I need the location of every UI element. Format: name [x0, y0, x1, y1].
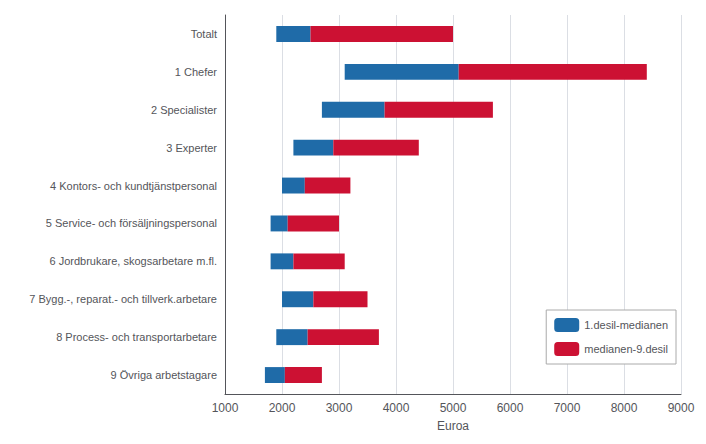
- svg-text:5000: 5000: [440, 401, 467, 415]
- svg-text:1000: 1000: [212, 401, 239, 415]
- svg-text:Euroa: Euroa: [437, 419, 469, 433]
- svg-text:1.desil-medianen: 1.desil-medianen: [584, 319, 668, 331]
- svg-text:4000: 4000: [383, 401, 410, 415]
- svg-text:6 Jordbrukare, skogsarbetare m: 6 Jordbrukare, skogsarbetare m.fl.: [49, 255, 217, 267]
- svg-text:2000: 2000: [269, 401, 296, 415]
- svg-text:3000: 3000: [326, 401, 353, 415]
- svg-text:medianen-9.desil: medianen-9.desil: [584, 343, 668, 355]
- svg-text:9 Övriga arbetstagare: 9 Övriga arbetstagare: [111, 369, 217, 381]
- svg-text:4 Kontors- och kundtjänstperso: 4 Kontors- och kundtjänstpersonal: [50, 180, 217, 192]
- svg-text:7 Bygg.-, reparat.- och tillve: 7 Bygg.-, reparat.- och tillverk.arbetar…: [29, 293, 217, 305]
- svg-text:6000: 6000: [497, 401, 524, 415]
- svg-text:5 Service- och försäljningsper: 5 Service- och försäljningspersonal: [46, 217, 217, 229]
- svg-text:7000: 7000: [554, 401, 581, 415]
- svg-text:Totalt: Totalt: [191, 28, 217, 40]
- svg-text:8 Process- och transportarbeta: 8 Process- och transportarbetare: [56, 331, 217, 343]
- svg-text:1 Chefer: 1 Chefer: [175, 66, 218, 78]
- svg-text:2 Specialister: 2 Specialister: [151, 104, 217, 116]
- svg-text:8000: 8000: [611, 401, 638, 415]
- svg-text:3 Experter: 3 Experter: [166, 142, 217, 154]
- svg-text:9000: 9000: [668, 401, 695, 415]
